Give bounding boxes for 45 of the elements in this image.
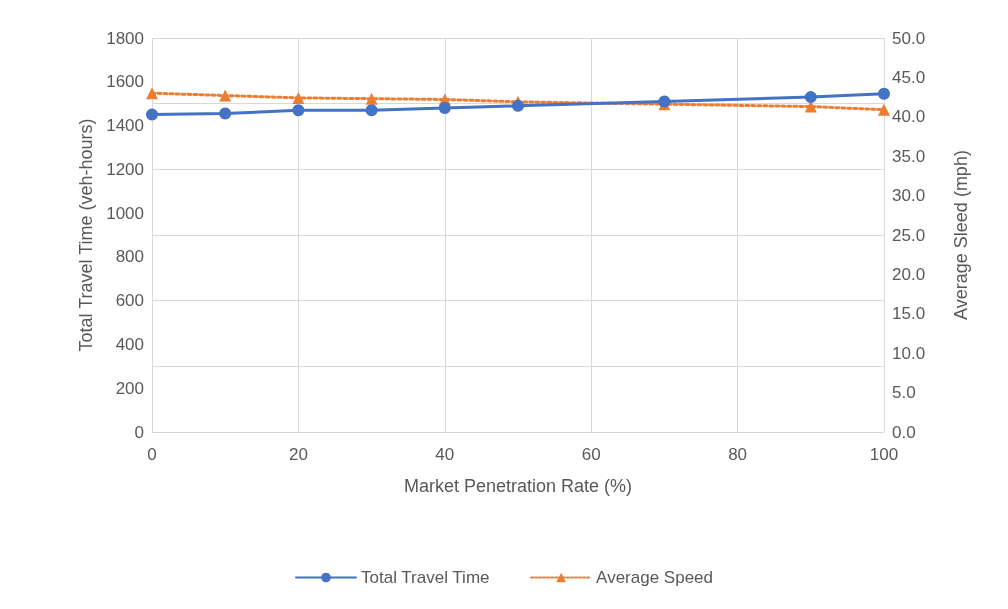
y-tick-label: 1800: [106, 28, 144, 48]
legend-label: Total Travel Time: [361, 568, 490, 587]
point: [292, 91, 305, 104]
y-tick-label: 1200: [106, 159, 144, 179]
y2-tick-label: 45.0: [892, 67, 926, 87]
point: [512, 99, 524, 112]
y2-tick-label: 25.0: [892, 225, 926, 245]
y2-tick-label: 15.0: [892, 304, 926, 324]
x-tick-label: 0: [147, 445, 157, 464]
x-tick-label: 80: [728, 445, 748, 464]
y-tick-label: 0: [134, 422, 144, 442]
point: [804, 91, 817, 104]
y-tick-label: 1400: [106, 116, 144, 136]
y2-tick-label: 10.0: [892, 343, 926, 363]
y2-tick-label: 0.0: [892, 422, 916, 442]
point: [146, 108, 158, 121]
y2-tick-label: 5.0: [892, 383, 916, 403]
y-tick-label: 800: [115, 247, 144, 267]
y-tick-label: 200: [115, 378, 144, 398]
point: [219, 89, 232, 102]
x-tick-label: 40: [435, 445, 455, 464]
y-axis-title: Total Travel Time (veh-hours): [76, 118, 97, 352]
point: [292, 104, 305, 117]
x-tick-label: 100: [869, 445, 899, 464]
point: [219, 107, 232, 120]
x-tick-label: 20: [288, 445, 308, 464]
y2-tick-label: 50.0: [892, 28, 926, 48]
legend-label: Average Speed: [596, 568, 714, 587]
y2-tick-label: 40.0: [892, 107, 926, 127]
y2-tick-label: 35.0: [892, 146, 926, 166]
y-tick-label: 400: [115, 334, 144, 354]
y2-axis-title: Average Sleed (mph): [951, 150, 971, 320]
point: [878, 87, 890, 100]
point: [365, 104, 378, 117]
y-tick-label: 600: [115, 291, 144, 311]
y2-tick-label: 20.0: [892, 264, 926, 284]
y-tick-label: 1000: [106, 203, 144, 223]
point: [438, 102, 451, 115]
point: [878, 103, 890, 116]
y2-tick-label: 30.0: [892, 186, 926, 206]
x-axis-title: Market Penetration Rate (%): [403, 476, 633, 496]
y-tick-label: 1600: [106, 72, 144, 92]
x-tick-label: 60: [581, 445, 601, 464]
point: [146, 87, 158, 100]
point: [365, 92, 378, 105]
